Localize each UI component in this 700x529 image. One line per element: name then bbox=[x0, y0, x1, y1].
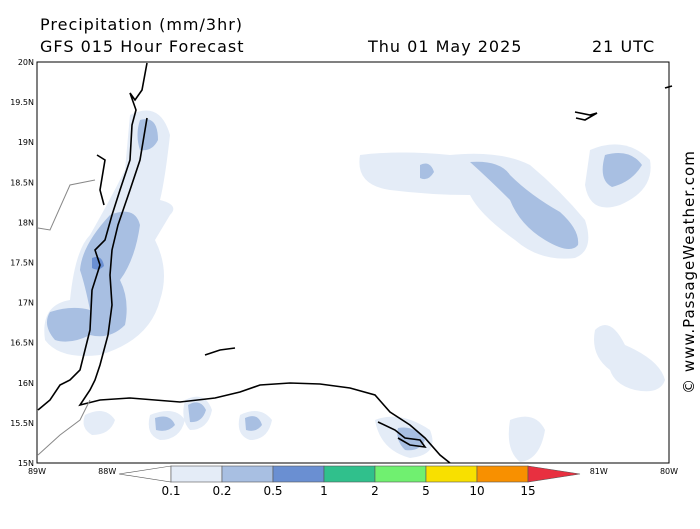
colorbar-segment bbox=[476, 465, 529, 483]
colorbar-label: 5 bbox=[422, 484, 430, 498]
colorbar-label: 2 bbox=[371, 484, 379, 498]
colorbar-label: 15 bbox=[520, 484, 535, 498]
lat-label: 16N bbox=[18, 379, 34, 388]
title: Precipitation (mm/3hr) bbox=[40, 15, 243, 34]
lon-label: 80W bbox=[660, 467, 678, 476]
colorbar-label: 0.5 bbox=[263, 484, 282, 498]
lon-label: 81W bbox=[590, 467, 608, 476]
lat-label: 18N bbox=[18, 218, 34, 227]
lat-label: 16.5N bbox=[10, 339, 34, 348]
colorbar-segment bbox=[425, 465, 478, 483]
watermark: © www.PassageWeather.com bbox=[680, 150, 698, 394]
colorbar-segment bbox=[221, 465, 274, 483]
colorbar-low bbox=[118, 465, 172, 483]
colorbar: 0.1 0.2 0.5 1 2 5 10 15 bbox=[118, 465, 581, 498]
lat-label: 15N bbox=[18, 459, 34, 468]
lat-label: 19.5N bbox=[10, 98, 34, 107]
lon-label: 89W bbox=[28, 467, 46, 476]
colorbar-high bbox=[527, 465, 581, 483]
lon-label: 88W bbox=[98, 467, 116, 476]
colorbar-segment bbox=[170, 465, 223, 483]
colorbar-segment bbox=[323, 465, 376, 483]
date: Thu 01 May 2025 bbox=[367, 37, 522, 56]
lat-label: 18.5N bbox=[10, 178, 34, 187]
map-area bbox=[36, 61, 673, 464]
colorbar-label: 10 bbox=[469, 484, 484, 498]
model: GFS 015 Hour Forecast bbox=[40, 37, 245, 56]
time: 21 UTC bbox=[592, 37, 655, 56]
lat-label: 20N bbox=[18, 58, 34, 67]
colorbar-label: 0.1 bbox=[161, 484, 180, 498]
colorbar-segment bbox=[374, 465, 427, 483]
lat-label: 17N bbox=[18, 299, 34, 308]
lat-label: 17.5N bbox=[10, 259, 34, 268]
lat-label: 19N bbox=[18, 138, 34, 147]
colorbar-label: 0.2 bbox=[212, 484, 231, 498]
colorbar-label: 1 bbox=[320, 484, 328, 498]
lat-label: 15.5N bbox=[10, 419, 34, 428]
colorbar-segment bbox=[272, 465, 325, 483]
